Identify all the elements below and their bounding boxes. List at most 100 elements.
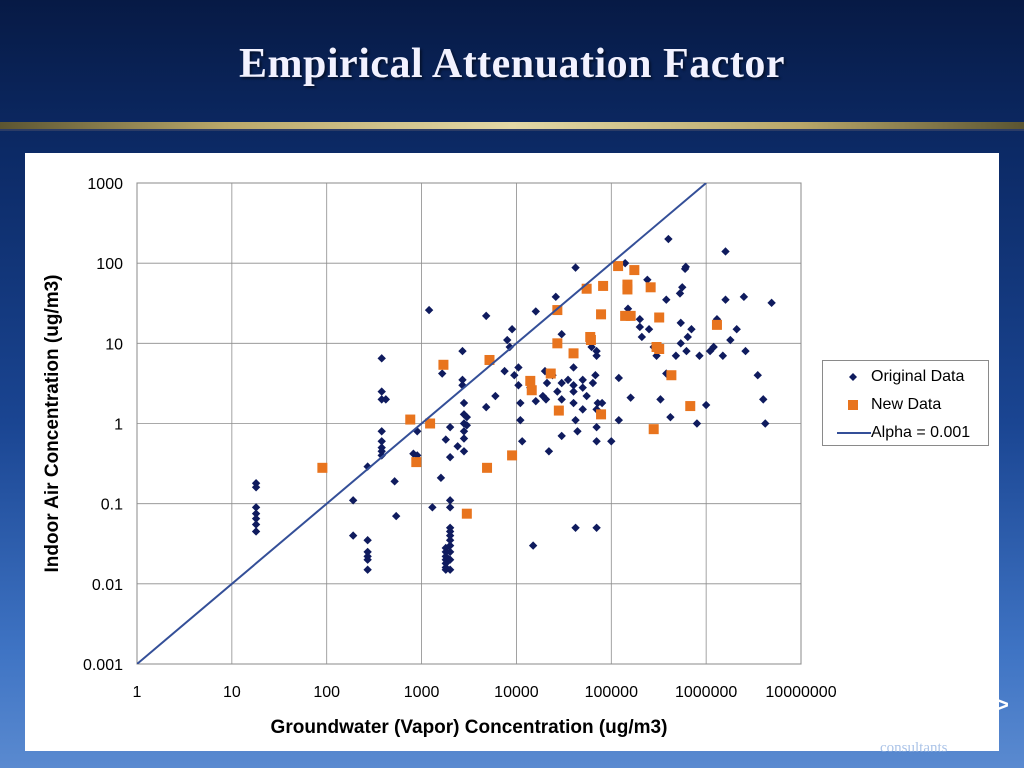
original-data-point [377,427,386,436]
original-data-point [569,398,578,408]
original-data-point [662,295,671,304]
original-data-point [557,395,566,404]
original-data-point [721,247,730,256]
diamond-marker-icon [849,373,857,381]
new-data-point [596,409,607,420]
original-data-point [753,371,762,380]
original-data-point [637,332,647,342]
original-data-point [587,342,596,352]
new-data-point [461,508,472,519]
original-data-point [591,371,600,380]
original-data-point [428,503,437,512]
original-data-point [718,351,728,360]
original-data-point [644,325,654,334]
original-data-point [695,351,704,360]
original-data-point [592,422,601,432]
original-data-point [741,346,750,356]
original-data-point [759,395,768,404]
new-data-point [568,348,579,359]
original-data-point [553,387,562,396]
y-tick-label: 10 [105,336,123,353]
original-data-point [709,342,718,352]
original-data-point [666,412,675,422]
original-data-point [614,415,623,425]
original-data-point [683,332,692,342]
new-data-point [526,385,537,396]
original-data-point [578,383,587,392]
legend-item-line: Alpha = 0.001 [831,422,986,444]
original-data-point [569,387,578,396]
footer-fragment: consultants [880,740,948,756]
original-data-point [462,421,472,430]
original-data-point [578,405,587,414]
original-data-point [503,335,512,345]
original-data-point [540,366,550,376]
original-data-point [459,427,469,436]
legend-item-original: Original Data [831,366,986,388]
original-data-point [481,311,491,321]
original-data-point [516,415,525,425]
original-data-point [569,363,578,372]
original-data-point [445,541,455,550]
x-tick-label: 1 [133,684,142,701]
original-data-point [569,381,578,390]
x-tick-label: 10 [223,684,241,701]
alpha-line [137,183,707,664]
original-data-point [732,325,741,334]
original-data-point [588,378,598,388]
legend-label-line: Alpha = 0.001 [871,424,971,441]
original-data-point [664,234,673,244]
original-data-point [675,289,685,298]
new-data-point [648,424,659,435]
new-data-point [438,359,449,370]
new-data-point [596,309,607,320]
new-data-point [629,265,640,276]
original-data-point [635,315,645,324]
title-divider [0,122,1024,129]
original-data-point [445,503,455,512]
x-tick-label: 10000000 [765,684,836,701]
line-marker-icon [837,432,871,434]
original-data-point [363,565,372,574]
new-data-point [585,335,596,346]
original-data-point [614,373,623,383]
original-data-point [620,258,630,268]
original-data-point [592,437,601,446]
original-data-point [459,398,469,408]
original-data-point [682,346,691,356]
new-data-point [581,283,592,294]
original-data-point [681,262,690,272]
x-tick-label: 1000 [404,684,440,701]
original-data-point [761,419,770,428]
y-axis-title: Indoor Air Concentration (ug/m3) [42,274,63,572]
new-data-point [666,370,677,381]
new-data-point [552,305,563,316]
original-data-point [692,419,702,428]
new-data-point [622,279,633,290]
original-data-point [445,452,455,462]
original-data-point [635,322,645,332]
new-data-point [654,312,665,323]
new-data-point [625,310,636,321]
new-data-point [620,310,631,321]
new-data-point [411,457,422,468]
new-data-point [545,368,556,379]
x-tick-label: 100000 [585,684,638,701]
chart-legend: Original Data New Data Alpha = 0.001 [822,360,989,446]
original-data-point [542,378,552,388]
original-data-point [726,335,735,345]
original-data-point [441,565,450,574]
original-data-point [516,398,525,408]
original-data-point [445,496,455,505]
original-data-point [500,366,509,376]
original-data-point [626,393,635,402]
original-data-point [424,305,434,315]
x-tick-label: 10000 [494,684,539,701]
original-data-point [445,565,455,574]
original-data-point [767,298,776,308]
slide-title: Empirical Attenuation Factor [239,41,785,87]
original-data-point [592,346,601,356]
new-data-point [613,261,624,272]
next-slide-arrow-icon[interactable]: > [996,692,1009,717]
new-data-point [525,375,536,386]
